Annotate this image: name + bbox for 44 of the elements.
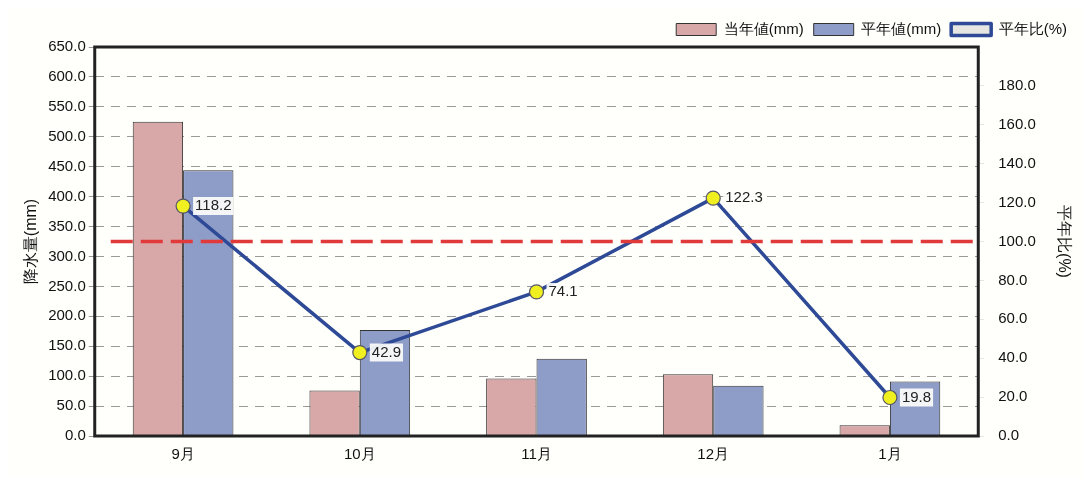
legend-label: 平年値(mm) — [861, 19, 942, 37]
point — [705, 190, 721, 206]
y-tick-label: 100.0 — [48, 366, 86, 384]
y2-tick-label: 60.0 — [998, 309, 1028, 327]
y-tick-label: 250.0 — [48, 276, 86, 294]
y-tick-label: 300.0 — [48, 246, 86, 264]
x-tick-label: 11月 — [521, 445, 552, 463]
x-tick-label: 1月 — [878, 445, 902, 463]
y2-tick-label: 20.0 — [998, 387, 1028, 405]
y2-tick-label: 180.0 — [998, 76, 1036, 94]
y-tick-label: 200.0 — [48, 306, 86, 324]
x-tick-label: 10月 — [343, 445, 376, 463]
y-tick-label: 650.0 — [48, 37, 86, 55]
data-label: 122.3 — [725, 188, 763, 206]
y2-tick-label: 140.0 — [998, 153, 1036, 171]
data-label: 118.2 — [195, 196, 232, 214]
y2-tick-label: 100.0 — [998, 231, 1036, 249]
x-tick-label: 12月 — [697, 445, 730, 463]
data-label: 19.8 — [901, 387, 932, 405]
point — [352, 344, 368, 361]
point — [528, 284, 545, 300]
y2-axis-title: 平年比(%) — [1055, 205, 1073, 278]
y-tick-label: 550.0 — [48, 96, 86, 114]
legend-label: 当年値(mm) — [723, 19, 804, 37]
y-tick-label: 400.0 — [48, 186, 86, 204]
x-tick-label: 9月 — [171, 445, 195, 463]
y-tick-label: 0.0 — [64, 426, 86, 444]
y-tick-label: 50.0 — [56, 396, 86, 414]
y-tick-label: 600.0 — [48, 67, 86, 85]
y-tick-label: 150.0 — [48, 336, 86, 354]
point — [175, 198, 191, 214]
y-tick-label: 450.0 — [48, 156, 86, 174]
y2-tick-label: 40.0 — [998, 348, 1028, 366]
y2-tick-label: 80.0 — [998, 270, 1028, 288]
data-label: 42.9 — [371, 342, 401, 360]
legend-label: 平年比(%) — [998, 19, 1067, 37]
y-tick-label: 500.0 — [48, 126, 86, 144]
point — [882, 389, 898, 406]
y2-tick-label: 0.0 — [998, 426, 1020, 444]
y2-tick-label: 120.0 — [998, 192, 1036, 210]
y2-tick-label: 160.0 — [998, 114, 1036, 132]
y-tick-label: 350.0 — [48, 216, 86, 234]
y-axis-title: 降水量(mm) — [22, 198, 40, 285]
data-label: 74.1 — [548, 282, 578, 300]
